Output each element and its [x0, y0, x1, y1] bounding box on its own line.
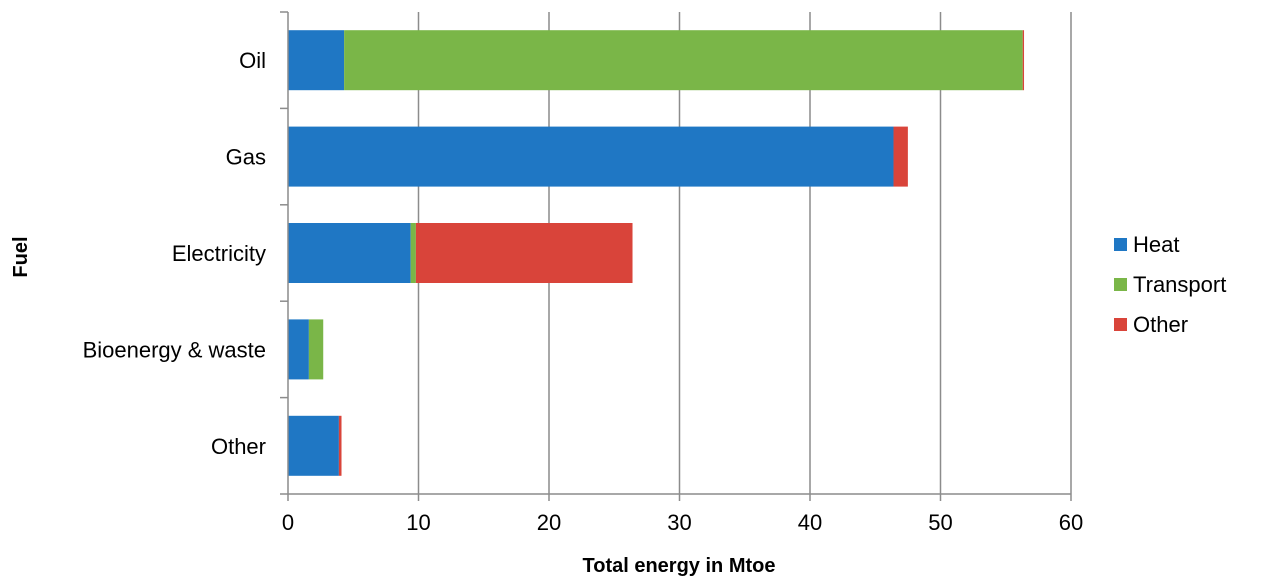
legend-swatch-other: [1114, 318, 1127, 331]
x-axis-title: Total energy in Mtoe: [583, 555, 776, 577]
bar-other-0: [1022, 30, 1025, 91]
legend-swatch-heat: [1114, 238, 1127, 251]
gridlines: [417, 12, 1072, 494]
y-tick-label: Bioenergy & waste: [83, 337, 266, 362]
y-tick-labels: Oil Gas Electricity Bioenergy & waste Other: [83, 48, 266, 459]
bar-other-4: [338, 415, 342, 476]
y-tick-label: Electricity: [172, 241, 266, 266]
x-tick-label: 30: [667, 510, 691, 535]
bars: [288, 30, 1025, 476]
x-tick-label: 10: [406, 510, 430, 535]
axes: [280, 11, 1072, 501]
legend-label-other: Other: [1133, 312, 1188, 337]
bar-transport-2: [410, 223, 416, 283]
x-tick-label: 40: [798, 510, 822, 535]
y-axis-title: Fuel: [10, 236, 32, 277]
legend-swatch-transport: [1114, 278, 1127, 291]
legend-label-heat: Heat: [1133, 232, 1179, 257]
bar-transport-0: [344, 30, 1023, 91]
bar-other-1: [893, 126, 908, 187]
x-tick-labels: 0 10 20 30 40 50 60: [282, 510, 1083, 535]
bar-heat-3: [288, 319, 309, 380]
y-tick-label: Other: [211, 434, 266, 459]
x-tick-label: 60: [1059, 510, 1083, 535]
x-tick-label: 20: [537, 510, 561, 535]
y-tick-label: Gas: [226, 145, 266, 170]
legend: Heat Transport Other: [1114, 232, 1226, 337]
x-tick-label: 0: [282, 510, 294, 535]
y-tick-label: Oil: [239, 48, 266, 73]
legend-label-transport: Transport: [1133, 272, 1226, 297]
bar-heat-2: [288, 223, 411, 283]
bar-heat-1: [288, 126, 894, 187]
bar-heat-4: [288, 415, 339, 476]
bar-heat-0: [288, 30, 345, 91]
bar-other-2: [415, 223, 633, 283]
x-tick-label: 50: [928, 510, 952, 535]
bar-transport-3: [308, 319, 324, 380]
